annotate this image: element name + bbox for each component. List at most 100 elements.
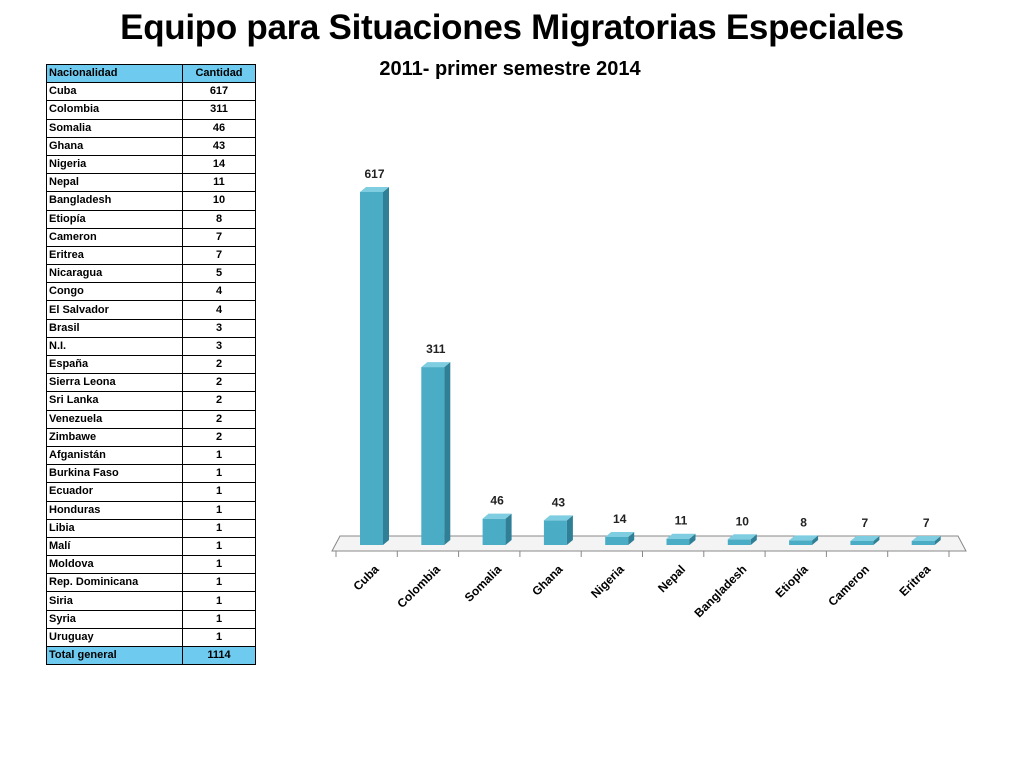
nationality-cell: Burkina Faso: [46, 464, 183, 484]
category-label: Nigeria: [588, 562, 627, 601]
count-cell: 2: [182, 373, 256, 393]
table-row: Sri Lanka 2: [46, 391, 256, 411]
bar-bangladesh: [727, 534, 757, 545]
nationality-cell: Eritrea: [46, 245, 183, 266]
value-label: 8: [800, 515, 807, 529]
nationality-cell: España: [46, 354, 183, 375]
nationality-cell: Uruguay: [46, 627, 183, 648]
nationality-cell: Colombia: [46, 100, 183, 120]
table-row: España 2: [46, 354, 256, 375]
total-value-cell: 1114: [182, 645, 256, 666]
table-row: Cuba 617: [46, 82, 256, 102]
count-cell: 4: [182, 300, 256, 320]
value-label: 617: [364, 167, 384, 181]
bar-ghana: [543, 515, 573, 545]
count-cell: 2: [182, 409, 256, 429]
nationality-cell: Sri Lanka: [46, 391, 183, 411]
category-label: Eritrea: [897, 562, 934, 599]
bar-cuba: [360, 187, 389, 545]
nationality-cell: Syria: [46, 609, 183, 629]
table-row: Colombia 311: [46, 100, 256, 120]
category-label: Etiopía: [773, 562, 811, 600]
bar-eritrea: [911, 535, 941, 545]
header-count: Cantidad: [182, 63, 256, 84]
table-row: Congo 4: [46, 282, 256, 302]
count-cell: 5: [182, 264, 256, 284]
table-row: Bangladesh 10: [46, 191, 256, 211]
table-row: Brasil 3: [46, 318, 256, 338]
value-label: 43: [552, 495, 566, 509]
category-label: Ghana: [529, 562, 566, 599]
bar-cameron: [850, 535, 880, 545]
count-cell: 3: [182, 318, 256, 338]
chart-bars: [360, 187, 941, 545]
chart-value-labels: 617 311 46 43 14 11 10 8 7 7: [364, 167, 929, 530]
count-cell: 311: [182, 100, 256, 120]
value-label: 46: [490, 494, 504, 508]
slide-title: Equipo para Situaciones Migratorias Espe…: [120, 8, 904, 47]
nationality-table: Nacionalidad Cantidad Cuba 617 Colombia 311…: [46, 63, 256, 666]
nationality-cell: Cuba: [46, 82, 183, 102]
table-row: Ghana 43: [46, 136, 256, 156]
total-label-cell: Total general: [46, 645, 183, 666]
nationality-cell: Afganistán: [46, 445, 183, 466]
count-cell: 4: [182, 282, 256, 302]
table-row: El Salvador 4: [46, 300, 256, 320]
table-row: Siria 1: [46, 591, 256, 611]
table-row: Afganistán 1: [46, 445, 256, 466]
value-label: 311: [426, 342, 446, 356]
table-row: Somalia 46: [46, 118, 256, 138]
count-cell: 2: [182, 391, 256, 411]
category-label: Nepal: [655, 562, 688, 595]
nationality-cell: Ecuador: [46, 482, 183, 502]
count-cell: 617: [182, 82, 256, 102]
bar-nepal: [666, 533, 696, 545]
table-row: N.I. 3: [46, 336, 256, 357]
count-cell: 1: [182, 464, 256, 484]
table-row: Uruguay 1: [46, 627, 256, 648]
bar-somalia: [482, 513, 512, 545]
table-row: Nicaragua 5: [46, 264, 256, 284]
value-label: 10: [736, 514, 750, 528]
table-total-row: Total general 1114: [46, 645, 256, 666]
count-cell: 2: [182, 427, 256, 447]
nationality-cell: El Salvador: [46, 300, 183, 320]
bar-nigeria: [605, 531, 635, 545]
table-row: Sierra Leona 2: [46, 373, 256, 393]
category-label: Cuba: [351, 562, 382, 593]
count-cell: 3: [182, 336, 256, 357]
value-label: 7: [923, 516, 930, 530]
category-label: Somalia: [462, 562, 505, 605]
header-nationality: Nacionalidad: [46, 63, 183, 84]
count-cell: 1: [182, 482, 256, 502]
category-label: Bangladesh: [691, 562, 749, 620]
table-row: Ecuador 1: [46, 482, 256, 502]
table-row: Venezuela 2: [46, 409, 256, 429]
table-row: Zimbawe 2: [46, 427, 256, 447]
count-cell: 46: [182, 118, 256, 138]
value-label: 14: [613, 512, 627, 526]
count-cell: 2: [182, 354, 256, 375]
bar-colombia: [421, 362, 451, 545]
bar-etiopía: [789, 535, 819, 545]
table-row: Eritrea 7: [46, 245, 256, 266]
chart-category-labels: Cuba Colombia Somalia Ghana Nigeria Nepal Bang…: [351, 562, 934, 620]
count-cell: 10: [182, 191, 256, 211]
slide-subtitle: 2011- primer semestre 2014: [379, 58, 641, 80]
table-body: Cuba 617 Colombia 311 Somalia 46 Ghana 43 Nigeri…: [46, 82, 256, 666]
nationality-cell: Brasil: [46, 318, 183, 338]
table-header-row: Nacionalidad Cantidad: [46, 63, 256, 84]
nationality-cell: Venezuela: [46, 409, 183, 429]
category-label: Cameron: [825, 562, 872, 609]
value-label: 7: [862, 516, 869, 530]
table-row: Syria 1: [46, 609, 256, 629]
table-row: Malí 1: [46, 536, 256, 557]
count-cell: 7: [182, 245, 256, 266]
category-label: Colombia: [394, 562, 443, 611]
nationality-cell: Nicaragua: [46, 264, 183, 284]
nationality-cell: Sierra Leona: [46, 373, 183, 393]
table-row: Burkina Faso 1: [46, 464, 256, 484]
value-label: 11: [675, 514, 688, 528]
nationality-cell: Congo: [46, 282, 183, 302]
